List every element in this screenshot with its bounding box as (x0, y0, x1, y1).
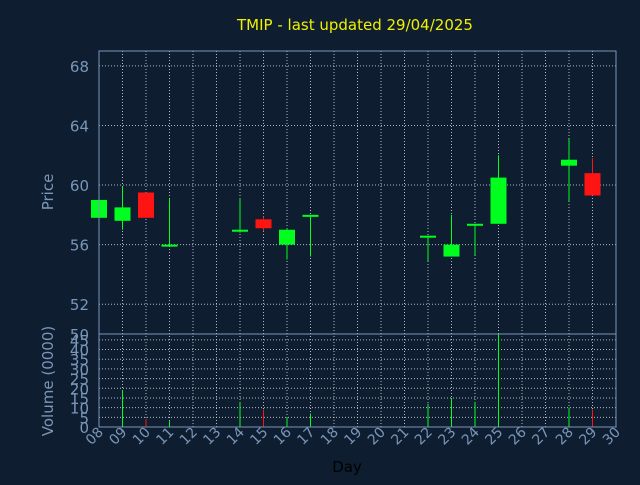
price-tick-label: 50 (70, 326, 89, 344)
volume-tick-label: 30 (70, 361, 89, 379)
candle-body-11 (161, 244, 178, 247)
volume-tick-label: 35 (70, 351, 89, 369)
volume-tick-label: 20 (70, 380, 89, 398)
candle-body-16 (279, 229, 295, 245)
price-tick-label: 52 (70, 296, 89, 314)
candle-body-29 (584, 173, 601, 196)
chart-title: TMIP - last updated 29/04/2025 (236, 16, 473, 34)
volume-axis-label: Volume (0000) (39, 326, 57, 436)
candle-body-23 (443, 244, 460, 257)
candle-layer (91, 138, 601, 262)
x-axis-label: Day (332, 458, 362, 476)
grid-layer (98, 51, 617, 427)
volume-tick-label: 45 (70, 332, 89, 350)
candle-body-10 (138, 192, 154, 218)
price-axis-label: Price (39, 174, 57, 211)
price-tick-label: 60 (70, 177, 89, 195)
candle-body-22 (420, 235, 436, 238)
volume-layer (122, 334, 593, 427)
volume-tick-label: 10 (70, 400, 89, 418)
candle-body-28 (561, 159, 577, 166)
candle-body-17 (302, 214, 319, 217)
candle-body-15 (255, 219, 272, 229)
volume-tick-label: 5 (79, 409, 89, 427)
volume-tick-label: 15 (70, 390, 89, 408)
candle-body-14 (232, 229, 248, 232)
volume-panel-frame (98, 333, 617, 428)
volume-tick-label: 25 (70, 371, 89, 389)
volume-tick-label: 40 (70, 342, 89, 360)
candle-body-24 (467, 223, 483, 226)
frame-layer (98, 50, 617, 428)
volume-tick-label: 0 (79, 419, 89, 437)
price-tick-label: 64 (70, 117, 89, 135)
price-tick-label: 68 (70, 58, 89, 76)
candle-body-09 (114, 207, 131, 221)
candle-body-25 (490, 177, 507, 224)
price-tick-label: 56 (70, 237, 89, 255)
